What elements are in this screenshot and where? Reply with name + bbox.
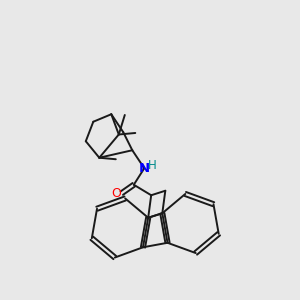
Text: O: O <box>112 187 121 200</box>
Text: N: N <box>139 162 150 175</box>
Text: H: H <box>148 159 157 172</box>
